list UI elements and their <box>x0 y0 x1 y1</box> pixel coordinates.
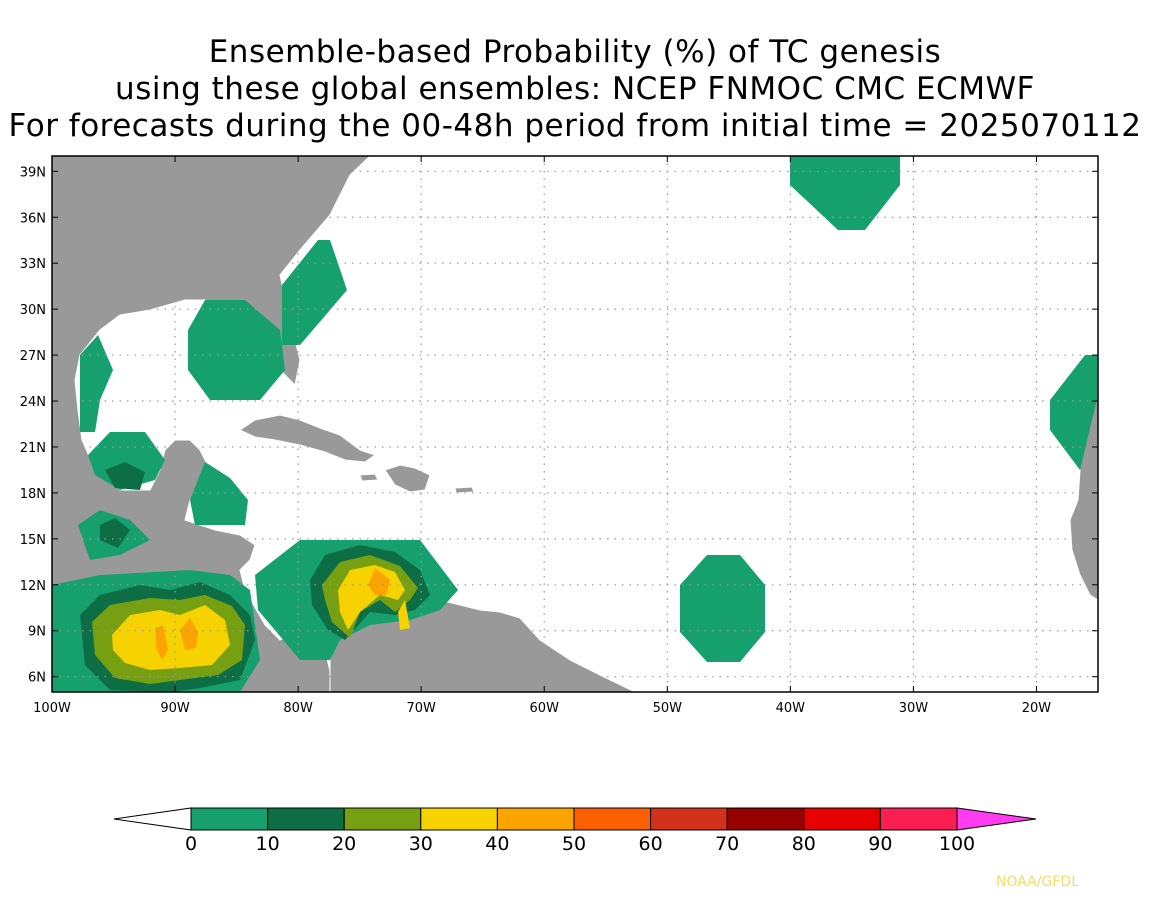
plot-frame <box>51 155 1099 693</box>
lat-axis: 39N 36N 33N 30N 27N 24N 21N 18N 15N 12N 9N 6N <box>20 165 1098 686</box>
probability-contour-10 <box>105 462 145 490</box>
colorbar-swatch <box>496 807 575 831</box>
colorbar-label: 20 <box>332 833 356 855</box>
colorbar-label: 100 <box>939 833 975 855</box>
colorbar-swatch <box>573 807 652 831</box>
colorbar-swatch <box>267 807 345 831</box>
probability-contour-40 <box>180 618 198 650</box>
lon-label: 20W <box>1022 701 1052 716</box>
colorbar-label: 60 <box>639 833 663 855</box>
lon-axis: 100W 90W 80W 70W 60W 50W 40W 30W 20W <box>33 156 1051 716</box>
probability-contour-10 <box>100 518 130 548</box>
lat-label: 9N <box>28 625 46 640</box>
lon-label: 50W <box>653 701 683 716</box>
colorbar-over-arrow <box>956 807 1037 831</box>
probability-contour-0 <box>680 555 765 662</box>
colorbar-swatch <box>420 807 498 831</box>
colorbar-label: 50 <box>562 833 586 855</box>
title-line-1: Ensemble-based Probability (%) of TC gen… <box>208 34 942 70</box>
jamaica-land <box>359 473 379 482</box>
lat-label: 33N <box>20 257 46 272</box>
lat-label: 21N <box>20 441 46 456</box>
lon-label: 90W <box>160 701 190 716</box>
colorbar-swatch <box>650 807 728 831</box>
lat-label: 39N <box>20 165 46 180</box>
lon-label: 80W <box>283 701 313 716</box>
probability-contour-40 <box>368 568 390 595</box>
title-line-3: For forecasts during the 00-48h period f… <box>8 108 1142 144</box>
lat-label: 36N <box>20 211 46 226</box>
probability-contour-30 <box>398 600 410 630</box>
lon-label: 30W <box>899 701 929 716</box>
colorbar-label: 40 <box>485 833 509 855</box>
colorbar-label: 80 <box>792 833 816 855</box>
hispaniola-land <box>384 464 431 493</box>
colorbar-label: 70 <box>715 833 739 855</box>
lon-label: 40W <box>776 701 806 716</box>
colorbar: 0 10 20 30 40 50 60 70 80 90 100 <box>113 807 1037 855</box>
lat-label: 15N <box>20 533 46 548</box>
probability-contour-30 <box>112 605 230 670</box>
probability-contour-0 <box>88 432 165 490</box>
colorbar-swatch <box>803 807 881 831</box>
probability-contour-0 <box>190 462 248 525</box>
probability-contour-0 <box>790 156 900 230</box>
lat-label: 24N <box>20 395 46 410</box>
probability-contour-40 <box>155 625 168 660</box>
probability-contour-0 <box>282 240 347 345</box>
lat-label: 12N <box>20 579 46 594</box>
title-line-2: using these global ensembles: NCEP FNMOC… <box>115 71 1035 107</box>
probability-contour-0 <box>1050 355 1098 470</box>
lon-label: 60W <box>530 701 560 716</box>
colorbar-swatch <box>190 807 269 831</box>
puerto-rico-land <box>454 486 475 494</box>
colorbar-swatch <box>343 807 422 831</box>
credit-label: NOAA/GFDL <box>996 874 1079 890</box>
lon-label: 100W <box>33 701 71 716</box>
colorbar-label: 10 <box>256 833 280 855</box>
cuba-land <box>238 414 377 463</box>
colorbar-label: 0 <box>185 833 197 855</box>
colorbar-label: 90 <box>868 833 892 855</box>
probability-contour-0 <box>80 335 113 432</box>
lat-label: 6N <box>28 671 46 686</box>
lat-label: 27N <box>20 349 46 364</box>
lat-label: 30N <box>20 303 46 318</box>
colorbar-swatch <box>726 807 805 831</box>
probability-contours <box>52 156 1098 692</box>
colorbar-swatch <box>879 807 958 831</box>
lat-label: 18N <box>20 487 46 502</box>
lon-label: 70W <box>406 701 436 716</box>
colorbar-under-arrow <box>113 807 192 831</box>
probability-contour-0 <box>188 300 285 400</box>
colorbar-label: 30 <box>409 833 433 855</box>
